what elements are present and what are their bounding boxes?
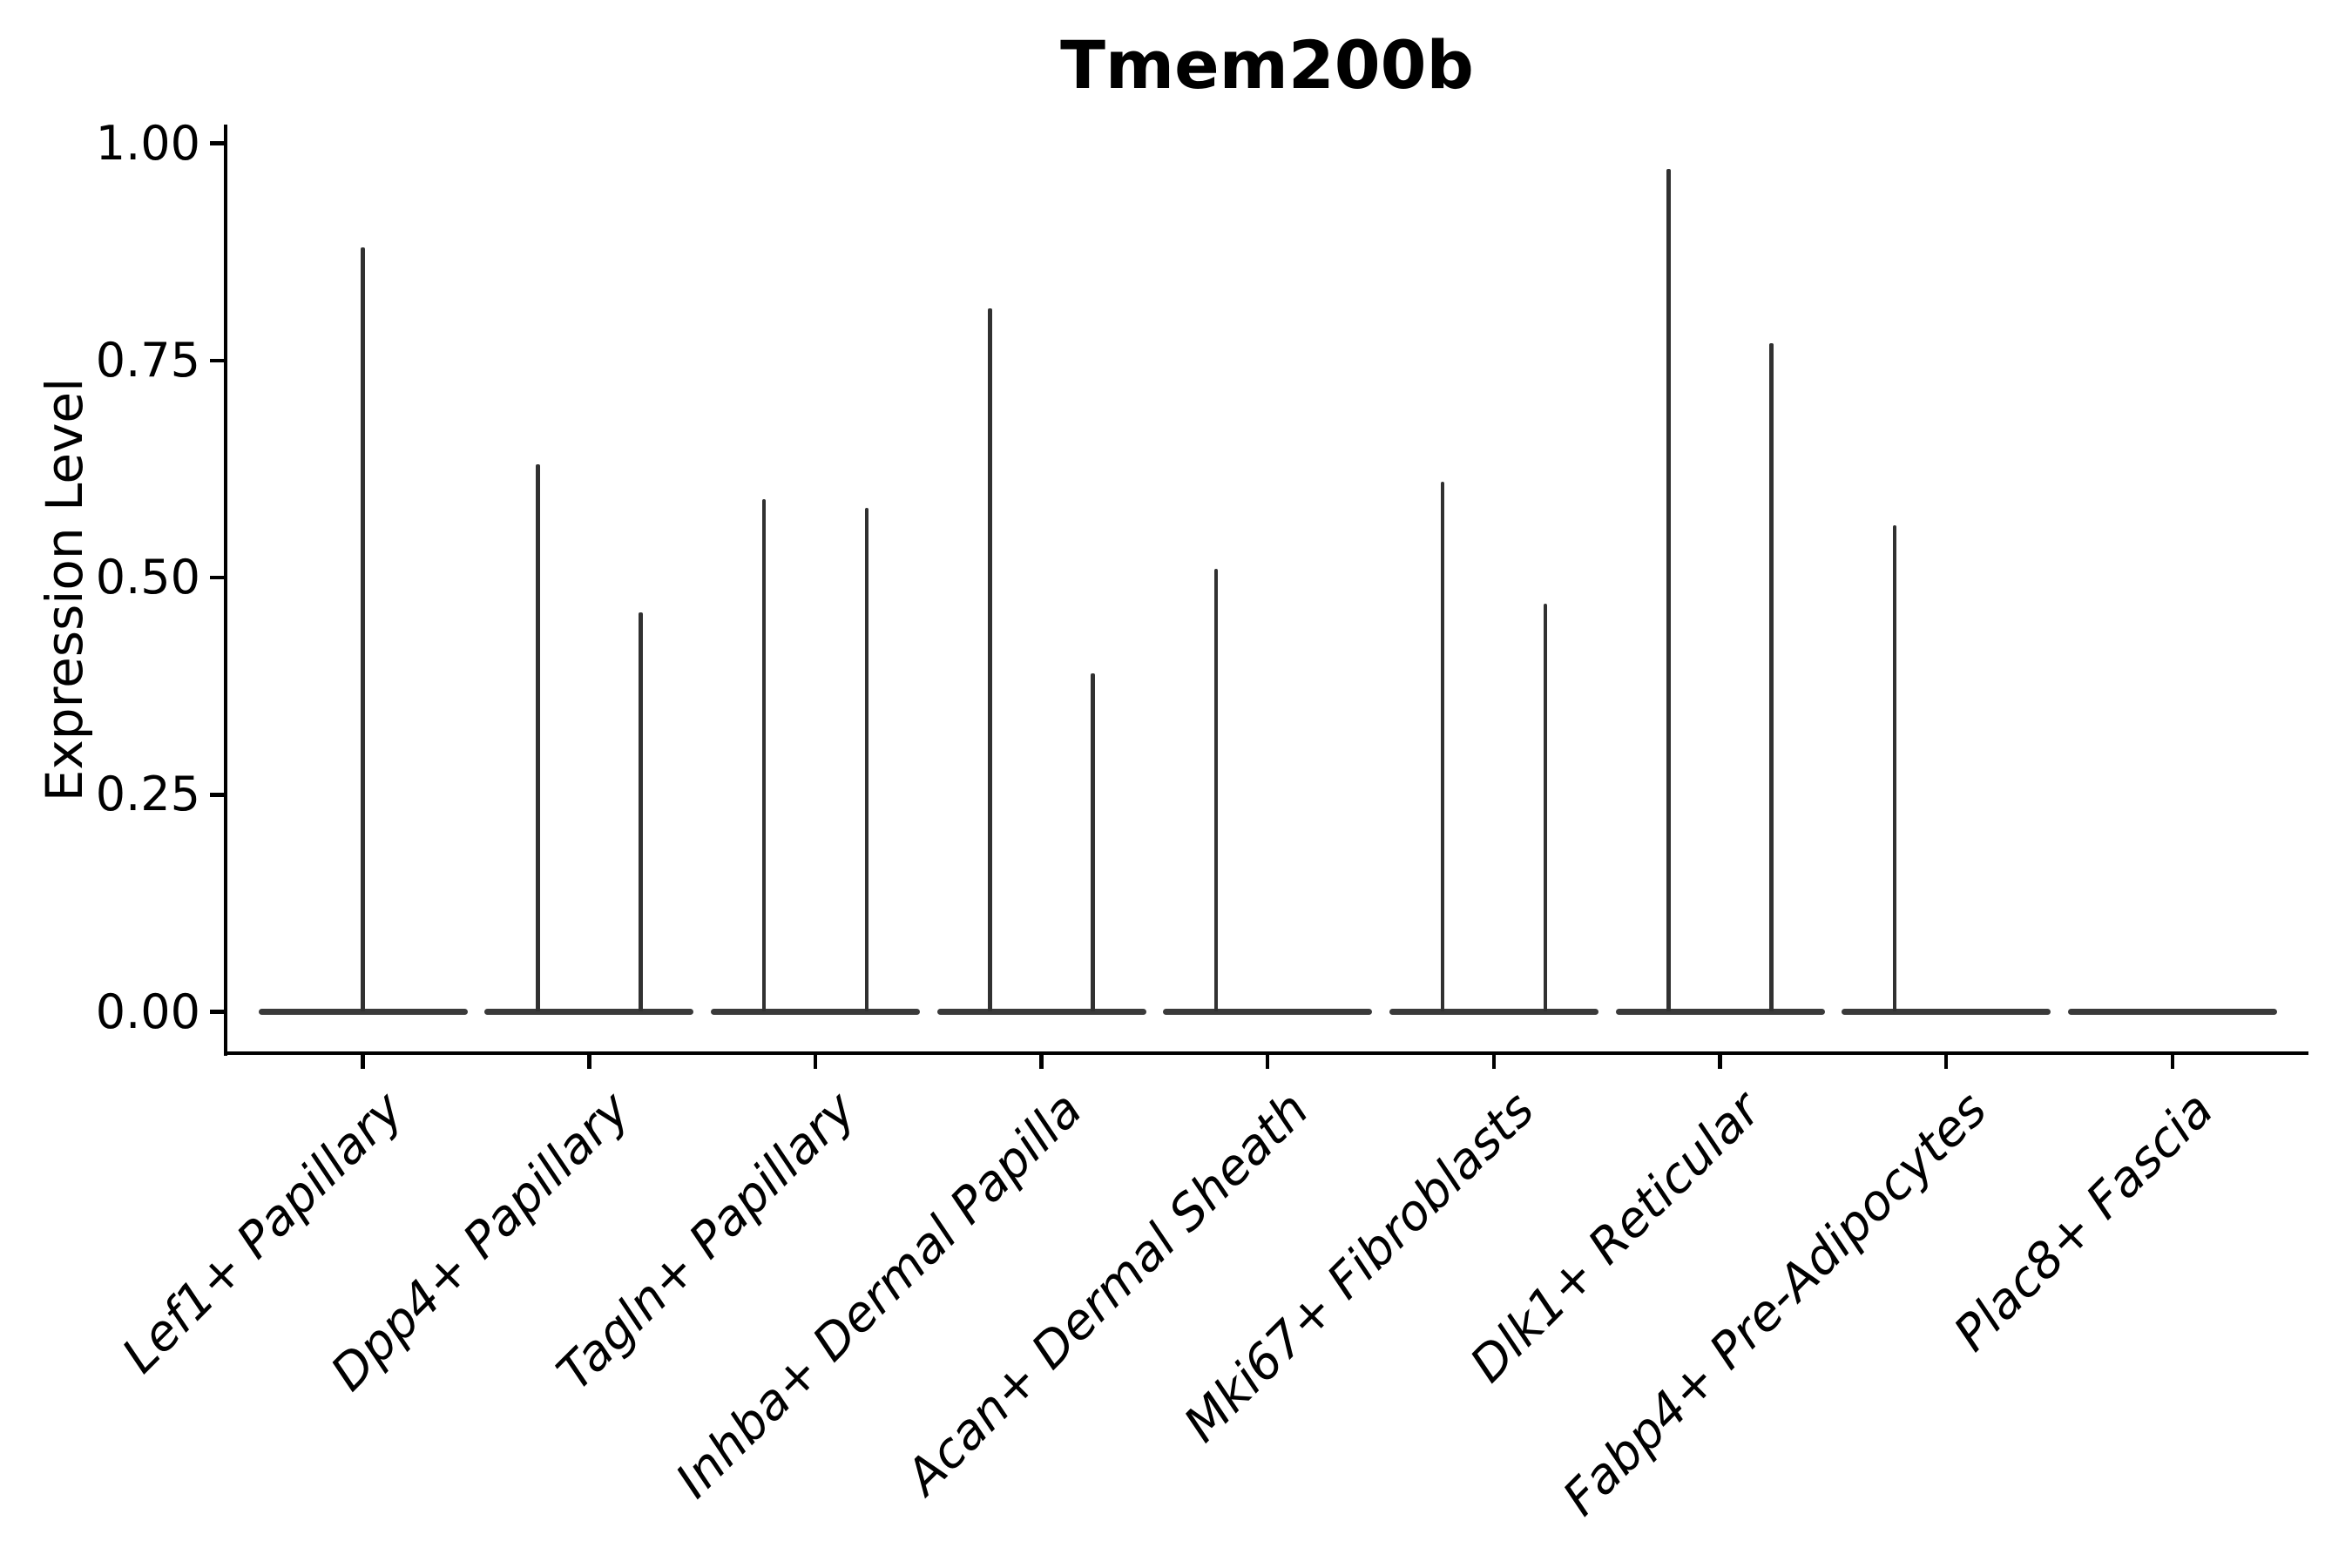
x-tick-mark: [1943, 1055, 1949, 1070]
violin-baseline: [710, 1008, 920, 1016]
x-tick-mark: [1265, 1055, 1270, 1070]
violin-spike: [1666, 169, 1671, 1012]
violin-spike: [1440, 482, 1445, 1012]
violin-baseline: [1389, 1008, 1598, 1016]
y-tick-label: 1.00: [95, 115, 200, 171]
violin-spike: [1892, 525, 1897, 1012]
violin-baseline: [484, 1008, 694, 1016]
x-tick-label: Inhba+ Dermal Papilla: [665, 1081, 1093, 1510]
violin-baseline: [1163, 1008, 1373, 1016]
x-tick-label: Fabp4+ Pre-Adipocytes: [1552, 1081, 1998, 1527]
x-tick-mark: [587, 1055, 591, 1070]
y-tick-label: 0.00: [95, 983, 200, 1039]
violin-spike: [1543, 603, 1548, 1012]
x-tick-mark: [1039, 1055, 1044, 1070]
violin-baseline: [936, 1008, 1146, 1016]
x-tick-label: Acan+ Dermal Sheath: [895, 1081, 1320, 1506]
violin-baseline: [258, 1008, 468, 1016]
violin-baseline: [2067, 1008, 2277, 1016]
x-tick-mark: [361, 1055, 365, 1070]
x-tick-mark: [1718, 1055, 1722, 1070]
violin-spike: [761, 499, 767, 1012]
violin-spike: [1769, 342, 1774, 1012]
violin-baseline: [1842, 1008, 2051, 1016]
violin-spike: [536, 464, 540, 1012]
violin-spike: [1213, 569, 1219, 1012]
x-axis-spine: [223, 1051, 2308, 1056]
y-tick-mark: [209, 575, 224, 580]
y-tick-mark: [209, 141, 224, 145]
violin-spike: [988, 308, 992, 1012]
x-tick-mark: [2170, 1055, 2175, 1070]
violin-spike: [639, 612, 643, 1012]
x-tick-mark: [1491, 1055, 1497, 1070]
y-tick-label: 0.75: [95, 332, 200, 388]
violin-spike: [1091, 672, 1095, 1012]
y-axis-label: Expression Level: [35, 377, 94, 802]
violin-spike: [864, 508, 869, 1012]
plot-title: Tmem200b: [1060, 26, 1474, 104]
y-tick-label: 0.25: [95, 767, 200, 822]
y-tick-mark: [209, 358, 224, 362]
y-axis-spine: [223, 125, 228, 1056]
violin-baseline: [1615, 1008, 1825, 1016]
y-tick-mark: [209, 1010, 224, 1014]
y-tick-label: 0.50: [95, 550, 200, 605]
x-tick-mark: [813, 1055, 818, 1070]
violin-spike: [361, 247, 365, 1012]
y-tick-mark: [209, 793, 224, 797]
